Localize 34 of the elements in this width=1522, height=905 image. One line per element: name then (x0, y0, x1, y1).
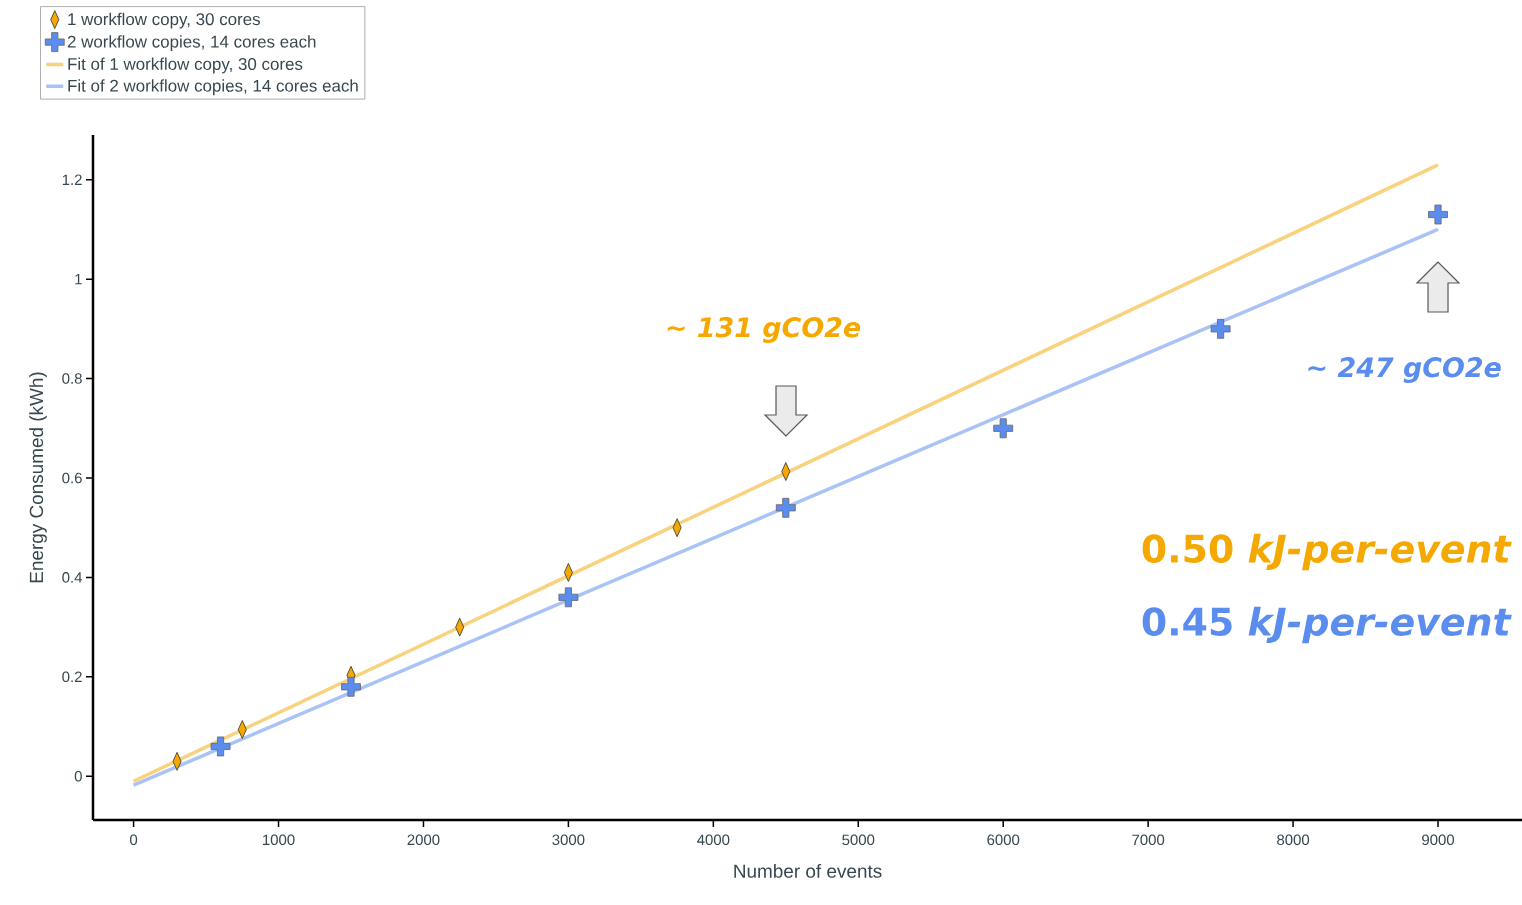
x-tick-label: 7000 (1132, 834, 1165, 846)
legend-label: 2 workflow copies, 14 cores each (67, 35, 316, 52)
legend-label: Fit of 1 workflow copy, 30 cores (68, 57, 303, 74)
legend-label: Fit of 2 workflow copies, 14 cores each (68, 79, 358, 96)
y-tick-label: 0 (74, 770, 82, 782)
point (1210, 318, 1231, 339)
y-axis-title: Energy Consumed (kWh) (29, 372, 47, 583)
x-axis-title: Number of events (734, 863, 882, 878)
x-tick-label: 1000 (263, 834, 295, 846)
point (558, 587, 579, 608)
point (210, 736, 231, 757)
point (341, 676, 361, 697)
y-tick-label: 0.4 (62, 572, 83, 583)
point (775, 497, 796, 518)
point (1428, 204, 1448, 225)
y-tick-label: 1.2 (62, 174, 82, 185)
x-tick-label: 0 (130, 834, 138, 846)
x-tick-label: 3000 (552, 834, 585, 846)
annotation: ~ 247 gCO2e (1308, 357, 1501, 383)
x-tick-label: 5000 (842, 834, 875, 846)
y-tick-label: 0.2 (62, 671, 82, 683)
y-tick-label: 1 (75, 274, 82, 285)
x-tick-label: 4000 (697, 834, 730, 846)
y-tick-label: 0.8 (62, 373, 82, 384)
annotation: ~ 131 gCO2e (667, 317, 861, 343)
x-tick-label: 2000 (407, 834, 440, 846)
annotation: 0.50 kJ-per-event (1142, 533, 1512, 571)
y-tick-label: 0.6 (62, 472, 82, 484)
x-tick-label: 8000 (1277, 834, 1310, 846)
x-tick-label: 6000 (987, 834, 1020, 846)
x-tick-label: 9000 (1422, 834, 1455, 846)
annotation: 0.45 kJ-per-event (1142, 606, 1512, 644)
point (993, 418, 1014, 439)
legend-label: 1 workflow copy, 30 cores (68, 12, 260, 29)
